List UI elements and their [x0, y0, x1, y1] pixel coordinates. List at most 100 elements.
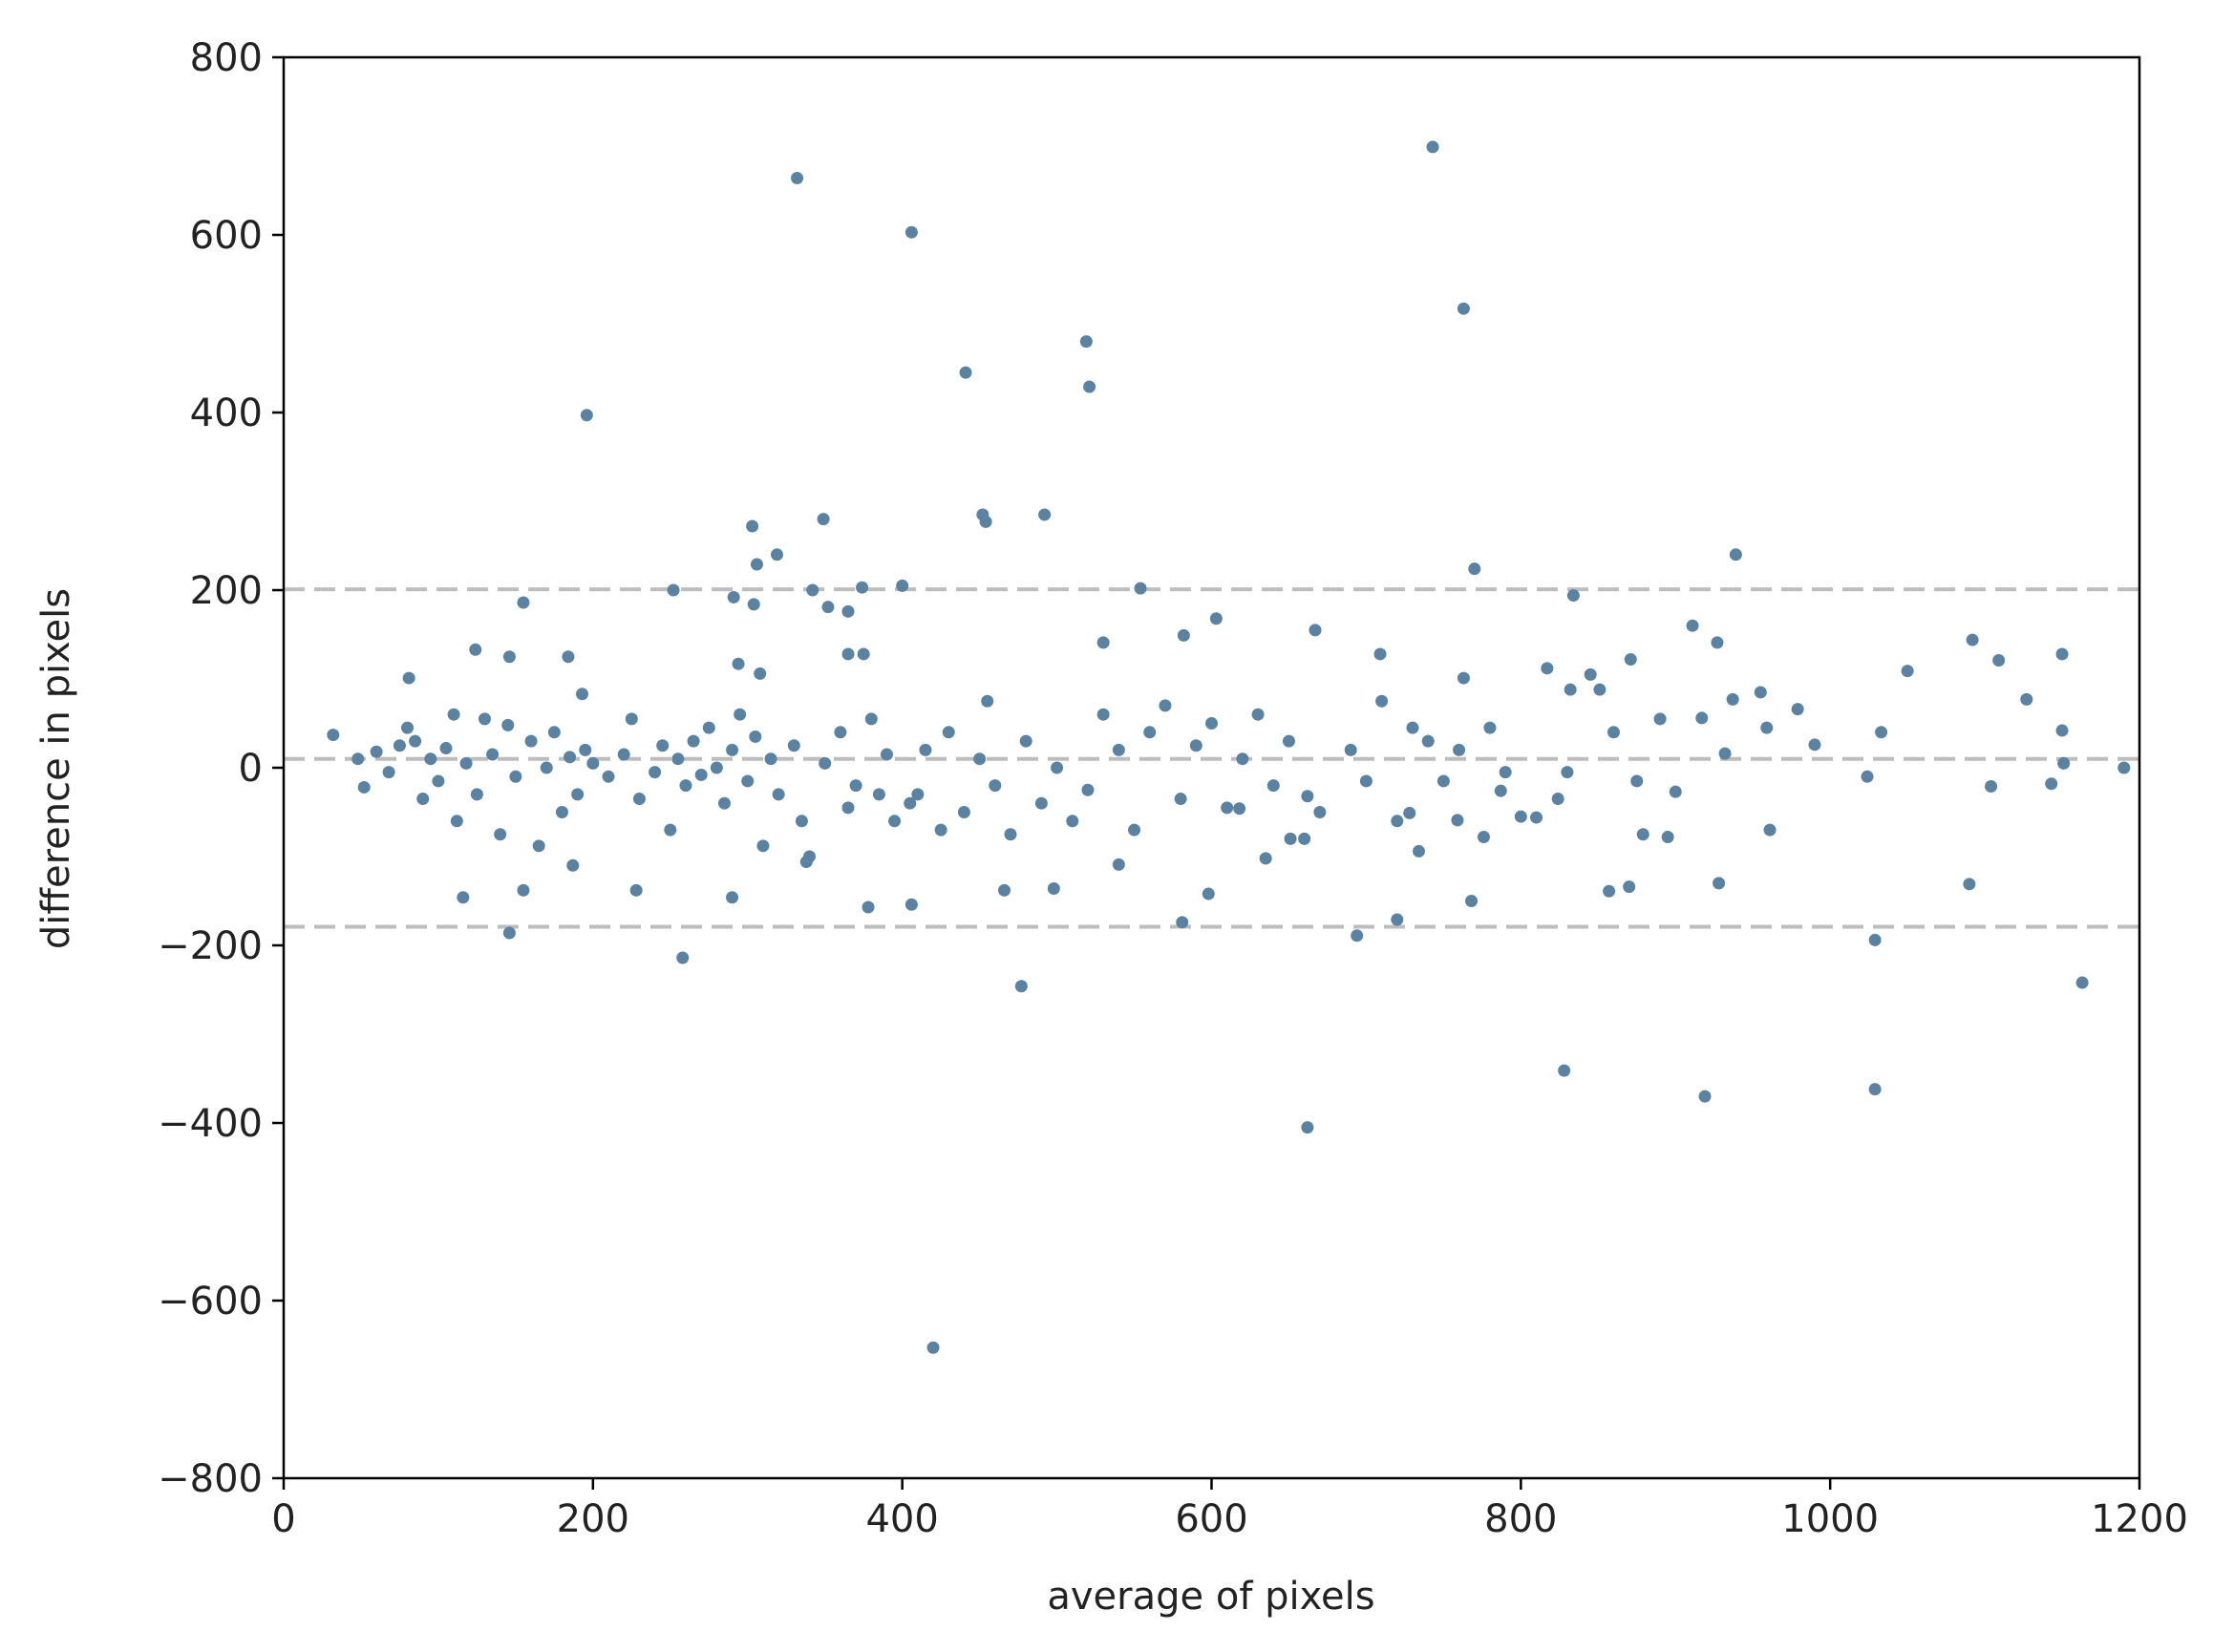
point	[771, 548, 784, 561]
y-tick-label: −800	[158, 1457, 263, 1501]
point	[1189, 739, 1202, 752]
point	[926, 1341, 940, 1354]
point	[664, 823, 677, 837]
point	[817, 513, 830, 526]
x-axis-label: average of pixels	[1047, 1575, 1374, 1619]
point	[1992, 653, 2006, 667]
point	[579, 743, 592, 756]
point	[1718, 747, 1732, 760]
point	[702, 721, 715, 734]
point	[562, 650, 575, 664]
x-tick-label: 1200	[2091, 1497, 2188, 1541]
point	[1309, 624, 1322, 637]
point	[741, 774, 755, 788]
point	[1403, 806, 1416, 819]
point	[841, 801, 855, 815]
point	[1236, 752, 1249, 766]
point	[1128, 823, 1141, 837]
point	[1298, 832, 1311, 845]
point	[795, 815, 808, 828]
point	[1014, 980, 1028, 993]
point	[1760, 721, 1774, 734]
point	[679, 779, 692, 793]
point	[540, 761, 553, 774]
point	[819, 756, 832, 770]
y-tick-label: −200	[158, 924, 263, 968]
point	[502, 650, 516, 664]
point	[1209, 612, 1223, 625]
point	[1284, 832, 1297, 845]
point	[717, 796, 731, 810]
point	[1494, 784, 1507, 797]
point	[989, 779, 1002, 793]
point	[2045, 777, 2058, 791]
point	[632, 793, 646, 806]
point	[357, 780, 371, 794]
point	[834, 726, 847, 739]
point	[2020, 692, 2033, 706]
point	[1729, 548, 1742, 561]
point	[1083, 380, 1096, 393]
point	[1359, 774, 1372, 788]
point	[1301, 790, 1314, 803]
point	[1603, 884, 1616, 898]
point	[806, 583, 819, 597]
x-tick-label: 600	[1175, 1497, 1247, 1541]
point	[629, 883, 643, 897]
point	[2075, 976, 2089, 989]
point	[602, 770, 615, 783]
point	[501, 718, 515, 731]
point	[432, 774, 445, 788]
point	[1584, 667, 1597, 681]
point	[957, 806, 970, 818]
y-tick-label: 0	[239, 747, 263, 791]
point	[1251, 708, 1265, 721]
point	[649, 766, 662, 779]
point	[1081, 783, 1095, 796]
y-tick-label: 400	[190, 392, 263, 435]
point	[754, 667, 767, 680]
point	[327, 729, 340, 742]
point	[1344, 743, 1357, 756]
point	[586, 756, 600, 770]
x-tick-label: 200	[557, 1497, 629, 1541]
point	[864, 712, 878, 726]
point	[746, 519, 759, 533]
point	[625, 712, 638, 726]
point	[502, 926, 516, 940]
point	[470, 788, 483, 801]
point	[764, 752, 777, 766]
point	[1174, 793, 1187, 806]
point	[981, 694, 994, 708]
point	[1301, 1121, 1314, 1134]
point	[1636, 828, 1649, 841]
point	[1112, 743, 1125, 756]
point	[1963, 878, 1976, 891]
point	[726, 743, 739, 756]
point	[888, 815, 902, 828]
y-tick-label: 800	[190, 36, 263, 80]
point	[1313, 806, 1327, 818]
point	[1558, 1064, 1571, 1077]
point	[998, 883, 1011, 897]
point	[687, 734, 700, 748]
point	[1079, 335, 1093, 349]
point	[1607, 726, 1620, 739]
point	[517, 883, 530, 897]
point	[1066, 815, 1079, 828]
x-tick-label: 0	[271, 1497, 295, 1541]
point	[1051, 761, 1064, 774]
point	[1875, 726, 1888, 739]
point	[1159, 699, 1172, 712]
point	[1112, 858, 1125, 871]
point	[732, 657, 745, 670]
point	[1711, 636, 1724, 649]
point	[841, 647, 855, 661]
point	[857, 647, 870, 661]
point	[1373, 647, 1387, 661]
point	[979, 515, 992, 528]
point	[710, 761, 723, 774]
point	[791, 171, 804, 184]
point	[401, 721, 415, 734]
point	[1468, 562, 1481, 576]
